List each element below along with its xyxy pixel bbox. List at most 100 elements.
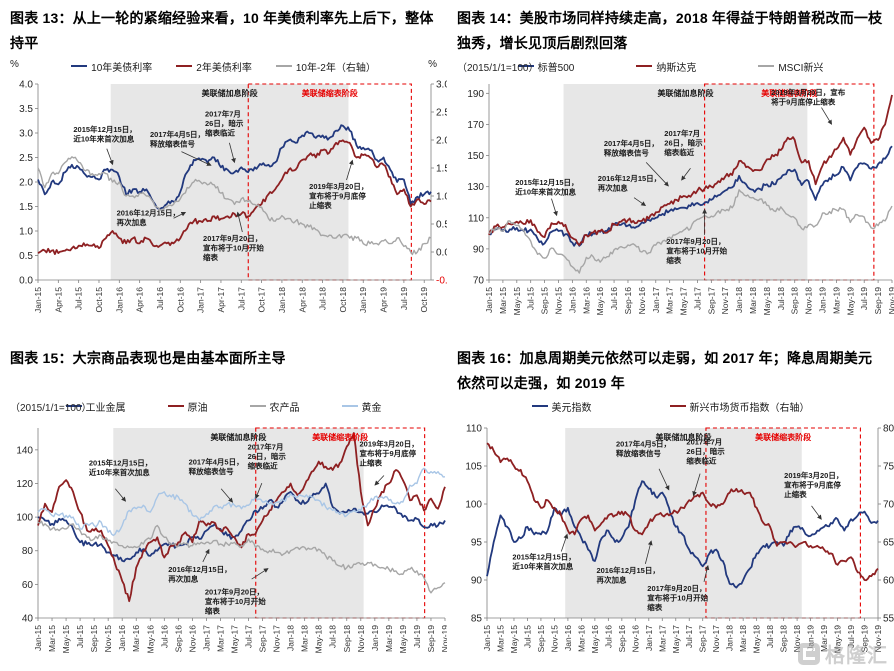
svg-text:May-16: May-16 <box>595 287 605 316</box>
svg-text:Jan-17: Jan-17 <box>201 625 211 651</box>
svg-text:美联储加息阶段: 美联储加息阶段 <box>655 432 711 442</box>
svg-text:2017年9月20日，宣布将于10月开始缩表: 2017年9月20日，宣布将于10月开始缩表 <box>205 587 266 616</box>
svg-text:2017年4月5日，释放缩表信号: 2017年4月5日，释放缩表信号 <box>189 456 244 476</box>
gelonghui-logo-icon <box>798 642 820 665</box>
legend-line-marker <box>71 65 88 67</box>
figure-15-legend-row: （2015/1/1=100） 工业金属 原油 农产品 黄金 <box>10 398 437 415</box>
left-axis-unit: % <box>10 59 19 70</box>
svg-text:Nov-15: Nov-15 <box>553 287 563 315</box>
svg-text:Mar-18: Mar-18 <box>748 287 758 314</box>
svg-text:Jul-19: Jul-19 <box>846 625 856 648</box>
legend-line-marker <box>275 65 292 67</box>
svg-text:Jan-17: Jan-17 <box>196 287 206 313</box>
svg-text:70: 70 <box>883 500 894 511</box>
legend-item: 美元指数 <box>531 399 592 414</box>
svg-text:Jan-18: Jan-18 <box>734 287 744 313</box>
legend-label: MSCI新兴 <box>778 62 824 74</box>
svg-text:May-18: May-18 <box>762 287 772 316</box>
legend-line-marker <box>636 65 653 67</box>
svg-text:Mar-17: Mar-17 <box>665 287 675 314</box>
svg-text:Jan-18: Jan-18 <box>277 287 287 313</box>
svg-text:Sep-16: Sep-16 <box>617 625 627 653</box>
legend-item: 标普500 <box>517 59 574 74</box>
legend-line-marker <box>758 65 775 67</box>
svg-text:Nov-18: Nov-18 <box>792 625 802 653</box>
chart-svg: 4.0 3.5 3.0 2.5 2.0 1.5 1.0 0.5 0.0 3.0 2.5 2.0 1.5 1… <box>19 80 447 314</box>
svg-text:2017年9月20日，宣布将于10月开始缩表: 2017年9月20日，宣布将于10月开始缩表 <box>666 236 727 265</box>
svg-text:Jul-15: Jul-15 <box>526 287 536 310</box>
svg-text:Mar-17: Mar-17 <box>657 625 667 652</box>
svg-text:Jan-17: Jan-17 <box>644 625 654 651</box>
svg-text:2015年12月15日，近10年来首次加息: 2015年12月15日，近10年来首次加息 <box>515 177 578 197</box>
svg-text:Oct-17: Oct-17 <box>257 287 267 313</box>
svg-text:Mar-19: Mar-19 <box>819 625 829 652</box>
figure-16-panel: 图表 16：加息周期美元依然可以走弱，如 2017 年；降息周期美元依然可以走强… <box>447 340 894 671</box>
svg-text:Nov-16: Nov-16 <box>187 625 197 653</box>
figure-13-panel: 图表 13：从上一轮的紧缩经验来看，10 年美债利率先上后下，整体持平 % 10… <box>0 0 447 340</box>
index-note: （2015/1/1=100） <box>457 63 539 74</box>
legend-line-marker <box>517 65 534 67</box>
svg-text:美联储加息阶段: 美联储加息阶段 <box>210 432 266 442</box>
svg-text:Jan-15: Jan-15 <box>482 625 492 651</box>
svg-text:190: 190 <box>467 89 484 100</box>
svg-text:0.0: 0.0 <box>19 276 33 287</box>
svg-text:2019年3月20日，宣布将于9月底停止缩表: 2019年3月20日，宣布将于9月底停止缩表 <box>360 438 419 467</box>
legend-label: 新兴市场货币指数（右轴） <box>689 402 810 414</box>
legend-item: 原油 <box>167 399 208 414</box>
svg-text:2.0: 2.0 <box>19 178 33 189</box>
figure-15-legend-items: 工业金属 原油 农产品 黄金 <box>10 398 437 414</box>
legend-item: 纳斯达克 <box>636 59 696 74</box>
svg-text:Nov-15: Nov-15 <box>549 625 559 653</box>
legend-label: 黄金 <box>361 402 382 414</box>
legend-item: 新兴市场货币指数（右轴） <box>669 399 810 414</box>
figure-16-chart: 110 105 100 95 90 85 80 75 70 65 60 55 Jan-15 Mar-15 M… <box>457 420 894 671</box>
svg-text:70: 70 <box>473 276 485 287</box>
svg-text:Jul-15: Jul-15 <box>74 287 84 310</box>
svg-text:Jul-17: Jul-17 <box>244 625 254 648</box>
svg-text:Apr-16: Apr-16 <box>135 287 145 313</box>
svg-text:Apr-19: Apr-19 <box>379 287 389 313</box>
svg-text:130: 130 <box>467 182 484 193</box>
figure-16-legend-row: 美元指数 新兴市场货币指数（右轴） <box>457 398 884 414</box>
svg-text:Jul-15: Jul-15 <box>75 625 85 648</box>
svg-text:0.5: 0.5 <box>436 220 447 231</box>
svg-text:2015年12月15日，近10年来首次加息: 2015年12月15日，近10年来首次加息 <box>89 457 152 477</box>
figure-14-legend-row: （2015/1/1=100） 标普500 纳斯达克 MSCI新兴 <box>457 58 884 75</box>
svg-text:Nov-19: Nov-19 <box>887 287 894 315</box>
legend-item: 10年-2年（右轴） <box>275 59 376 74</box>
svg-text:Mar-19: Mar-19 <box>831 287 841 314</box>
svg-text:Nov-18: Nov-18 <box>804 287 814 315</box>
figure-13-chart: 4.0 3.5 3.0 2.5 2.0 1.5 1.0 0.5 0.0 3.0 2.5 2.0 1.5 1… <box>10 76 447 333</box>
svg-text:85: 85 <box>471 614 483 625</box>
svg-text:40: 40 <box>22 614 34 625</box>
svg-text:Jul-19: Jul-19 <box>399 287 409 310</box>
svg-text:110: 110 <box>466 424 482 435</box>
legend-label: 纳斯达克 <box>656 62 697 74</box>
svg-text:Mar-15: Mar-15 <box>47 625 57 652</box>
svg-text:2017年9月20日，宣布将于10月开始缩表: 2017年9月20日，宣布将于10月开始缩表 <box>647 583 708 612</box>
legend-label: 工业金属 <box>85 402 126 414</box>
svg-text:Jan-15: Jan-15 <box>33 287 43 313</box>
figure-14-legend-items: 标普500 纳斯达克 MSCI新兴 <box>457 58 884 74</box>
svg-text:150: 150 <box>467 151 484 162</box>
svg-text:Nov-16: Nov-16 <box>630 625 640 653</box>
svg-text:Apr-17: Apr-17 <box>216 287 226 313</box>
figure-13-title: 图表 13：从上一轮的紧缩经验来看，10 年美债利率先上后下，整体持平 <box>10 10 434 51</box>
svg-text:Jan-19: Jan-19 <box>370 625 380 651</box>
svg-text:Jul-17: Jul-17 <box>236 287 246 310</box>
legend-item: 黄金 <box>341 399 382 414</box>
svg-text:Mar-18: Mar-18 <box>300 625 310 652</box>
svg-text:Apr-18: Apr-18 <box>297 287 307 313</box>
legend-label: 10年美债利率 <box>91 62 153 74</box>
svg-text:Nov-17: Nov-17 <box>272 625 282 653</box>
svg-text:Sep-15: Sep-15 <box>540 287 550 315</box>
watermark-text: 格隆汇 <box>825 645 888 667</box>
svg-text:1.5: 1.5 <box>19 202 33 213</box>
svg-text:80: 80 <box>22 546 34 557</box>
svg-text:Sep-15: Sep-15 <box>89 625 99 653</box>
svg-text:Mar-16: Mar-16 <box>131 625 141 652</box>
